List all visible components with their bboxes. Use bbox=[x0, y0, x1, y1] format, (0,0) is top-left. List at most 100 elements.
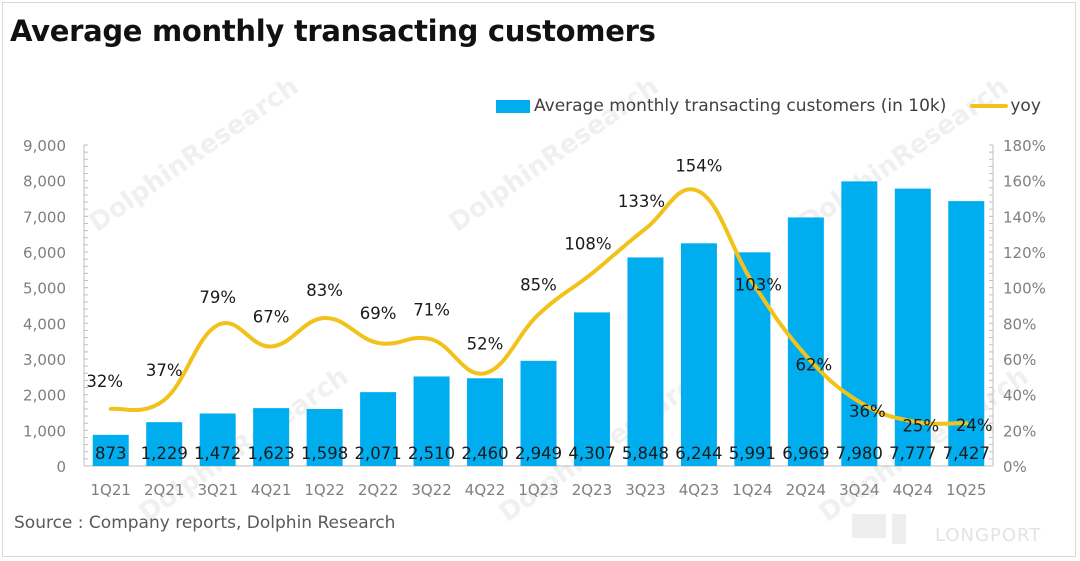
y-right-tick-label: 100% bbox=[1003, 280, 1046, 298]
x-tick-label: 2Q23 bbox=[572, 481, 612, 499]
y-left-tick-label: 3,000 bbox=[23, 351, 66, 369]
x-tick-label: 1Q24 bbox=[732, 481, 772, 499]
yoy-data-label: 133% bbox=[618, 192, 665, 211]
y-left-tick-label: 6,000 bbox=[23, 244, 66, 262]
y-left-tick-label: 0 bbox=[56, 458, 66, 476]
x-tick-label: 4Q22 bbox=[465, 481, 505, 499]
yoy-data-label: 83% bbox=[306, 281, 343, 300]
bar bbox=[680, 243, 717, 466]
y-left-tick-label: 9,000 bbox=[23, 137, 66, 155]
yoy-data-label: 154% bbox=[675, 156, 722, 175]
yoy-data-label: 67% bbox=[253, 308, 290, 327]
y-left-tick-label: 5,000 bbox=[23, 280, 66, 298]
bar-data-label: 6,969 bbox=[782, 444, 829, 463]
y-left-tick-label: 1,000 bbox=[23, 422, 66, 440]
bar-labels: 873 1,229 1,472 1,623 1,598 2,071 2,510 2,460 2,… bbox=[95, 444, 990, 463]
source-note: Source : Company reports, Dolphin Resear… bbox=[14, 513, 396, 533]
bar-data-label: 7,427 bbox=[943, 444, 990, 463]
bar-data-label: 2,071 bbox=[354, 444, 401, 463]
brand-name: LONGPORT bbox=[935, 525, 1042, 546]
y-right-tick-label: 140% bbox=[1003, 208, 1046, 226]
yoy-data-label: 32% bbox=[86, 372, 123, 391]
bar bbox=[627, 257, 664, 466]
bar-data-label: 1,229 bbox=[141, 444, 188, 463]
y-right-tick-label: 80% bbox=[1003, 315, 1036, 333]
bar-data-label: 2,949 bbox=[515, 444, 562, 463]
bar-data-label: 1,623 bbox=[248, 444, 295, 463]
y-right-tick-label: 180% bbox=[1003, 137, 1046, 155]
bar-data-label: 1,598 bbox=[301, 444, 348, 463]
bar bbox=[413, 376, 450, 466]
y-right-tick-label: 160% bbox=[1003, 173, 1046, 191]
bar-data-label: 5,991 bbox=[729, 444, 776, 463]
bar-data-label: 4,307 bbox=[568, 444, 615, 463]
bar bbox=[146, 422, 183, 466]
bar bbox=[360, 392, 397, 466]
yoy-data-label: 103% bbox=[735, 275, 782, 294]
bar bbox=[520, 360, 557, 466]
yoy-data-label: 85% bbox=[520, 275, 557, 294]
x-tick-label: 1Q22 bbox=[304, 481, 344, 499]
bar bbox=[199, 413, 236, 466]
longport-logo-icon bbox=[852, 514, 906, 544]
y-right-tick-label: 60% bbox=[1003, 351, 1036, 369]
y-left-tick-label: 7,000 bbox=[23, 208, 66, 226]
yoy-labels: 32% 37% 79% 67% 83% 69% 71% 52% 85% 108% 133% 154% 1… bbox=[86, 156, 992, 435]
yoy-data-label: 62% bbox=[796, 355, 833, 374]
x-tick-labels: 1Q21 2Q21 3Q21 4Q21 1Q22 2Q22 3Q22 4Q22 1Q23 2Q23… bbox=[91, 481, 987, 499]
bar bbox=[734, 252, 771, 466]
yoy-data-label: 71% bbox=[413, 300, 450, 319]
bar-data-label: 1,472 bbox=[194, 444, 241, 463]
x-tick-label: 3Q24 bbox=[839, 481, 879, 499]
bar bbox=[467, 378, 504, 466]
bar-data-label: 7,980 bbox=[836, 444, 883, 463]
y-right-tick-label: 0% bbox=[1003, 458, 1027, 476]
y-right-tick-label: 20% bbox=[1003, 422, 1036, 440]
y-right-tick-label: 40% bbox=[1003, 387, 1036, 405]
bar bbox=[841, 181, 878, 466]
x-tick-label: 3Q22 bbox=[411, 481, 451, 499]
bar bbox=[306, 409, 343, 466]
bar-data-label: 5,848 bbox=[622, 444, 669, 463]
yoy-data-label: 36% bbox=[849, 402, 886, 421]
x-tick-label: 1Q23 bbox=[518, 481, 558, 499]
bar-data-label: 2,460 bbox=[461, 444, 508, 463]
yoy-data-label: 24% bbox=[956, 416, 993, 435]
legend: Average monthly transacting customers (i… bbox=[496, 96, 1041, 116]
x-tick-label: 4Q21 bbox=[251, 481, 291, 499]
bar-data-label: 873 bbox=[95, 444, 127, 463]
y-right-tick-label: 120% bbox=[1003, 244, 1046, 262]
x-tick-label: 2Q22 bbox=[358, 481, 398, 499]
x-tick-label: 4Q23 bbox=[679, 481, 719, 499]
x-tick-label: 2Q24 bbox=[786, 481, 826, 499]
bar-data-label: 7,777 bbox=[889, 444, 936, 463]
y-left-tick-label: 8,000 bbox=[23, 173, 66, 191]
x-tick-label: 4Q24 bbox=[893, 481, 933, 499]
bar bbox=[573, 312, 610, 466]
x-tick-label: 2Q21 bbox=[144, 481, 184, 499]
yoy-data-label: 52% bbox=[467, 334, 504, 353]
yoy-data-label: 79% bbox=[199, 288, 236, 307]
legend-line-label: yoy bbox=[1010, 96, 1041, 116]
yoy-line bbox=[108, 187, 969, 426]
chart-title: Average monthly transacting customers bbox=[10, 14, 656, 48]
x-tick-label: 1Q25 bbox=[946, 481, 986, 499]
y-left-tick-label: 4,000 bbox=[23, 315, 66, 333]
bar-data-label: 2,510 bbox=[408, 444, 455, 463]
x-tick-label: 3Q23 bbox=[625, 481, 665, 499]
legend-bar-label: Average monthly transacting customers (i… bbox=[534, 96, 947, 116]
yoy-data-label: 37% bbox=[146, 361, 183, 380]
bar bbox=[253, 408, 290, 466]
yoy-data-label: 25% bbox=[902, 416, 939, 435]
x-tick-label: 1Q21 bbox=[91, 481, 131, 499]
x-tick-label: 3Q21 bbox=[197, 481, 237, 499]
yoy-data-label: 69% bbox=[360, 304, 397, 323]
bar bbox=[92, 434, 129, 466]
yoy-data-label: 108% bbox=[564, 234, 611, 253]
legend-bar-swatch bbox=[496, 99, 530, 113]
bar-data-label: 6,244 bbox=[675, 444, 722, 463]
y-left-tick-label: 2,000 bbox=[23, 387, 66, 405]
legend-line-swatch bbox=[970, 104, 1009, 108]
